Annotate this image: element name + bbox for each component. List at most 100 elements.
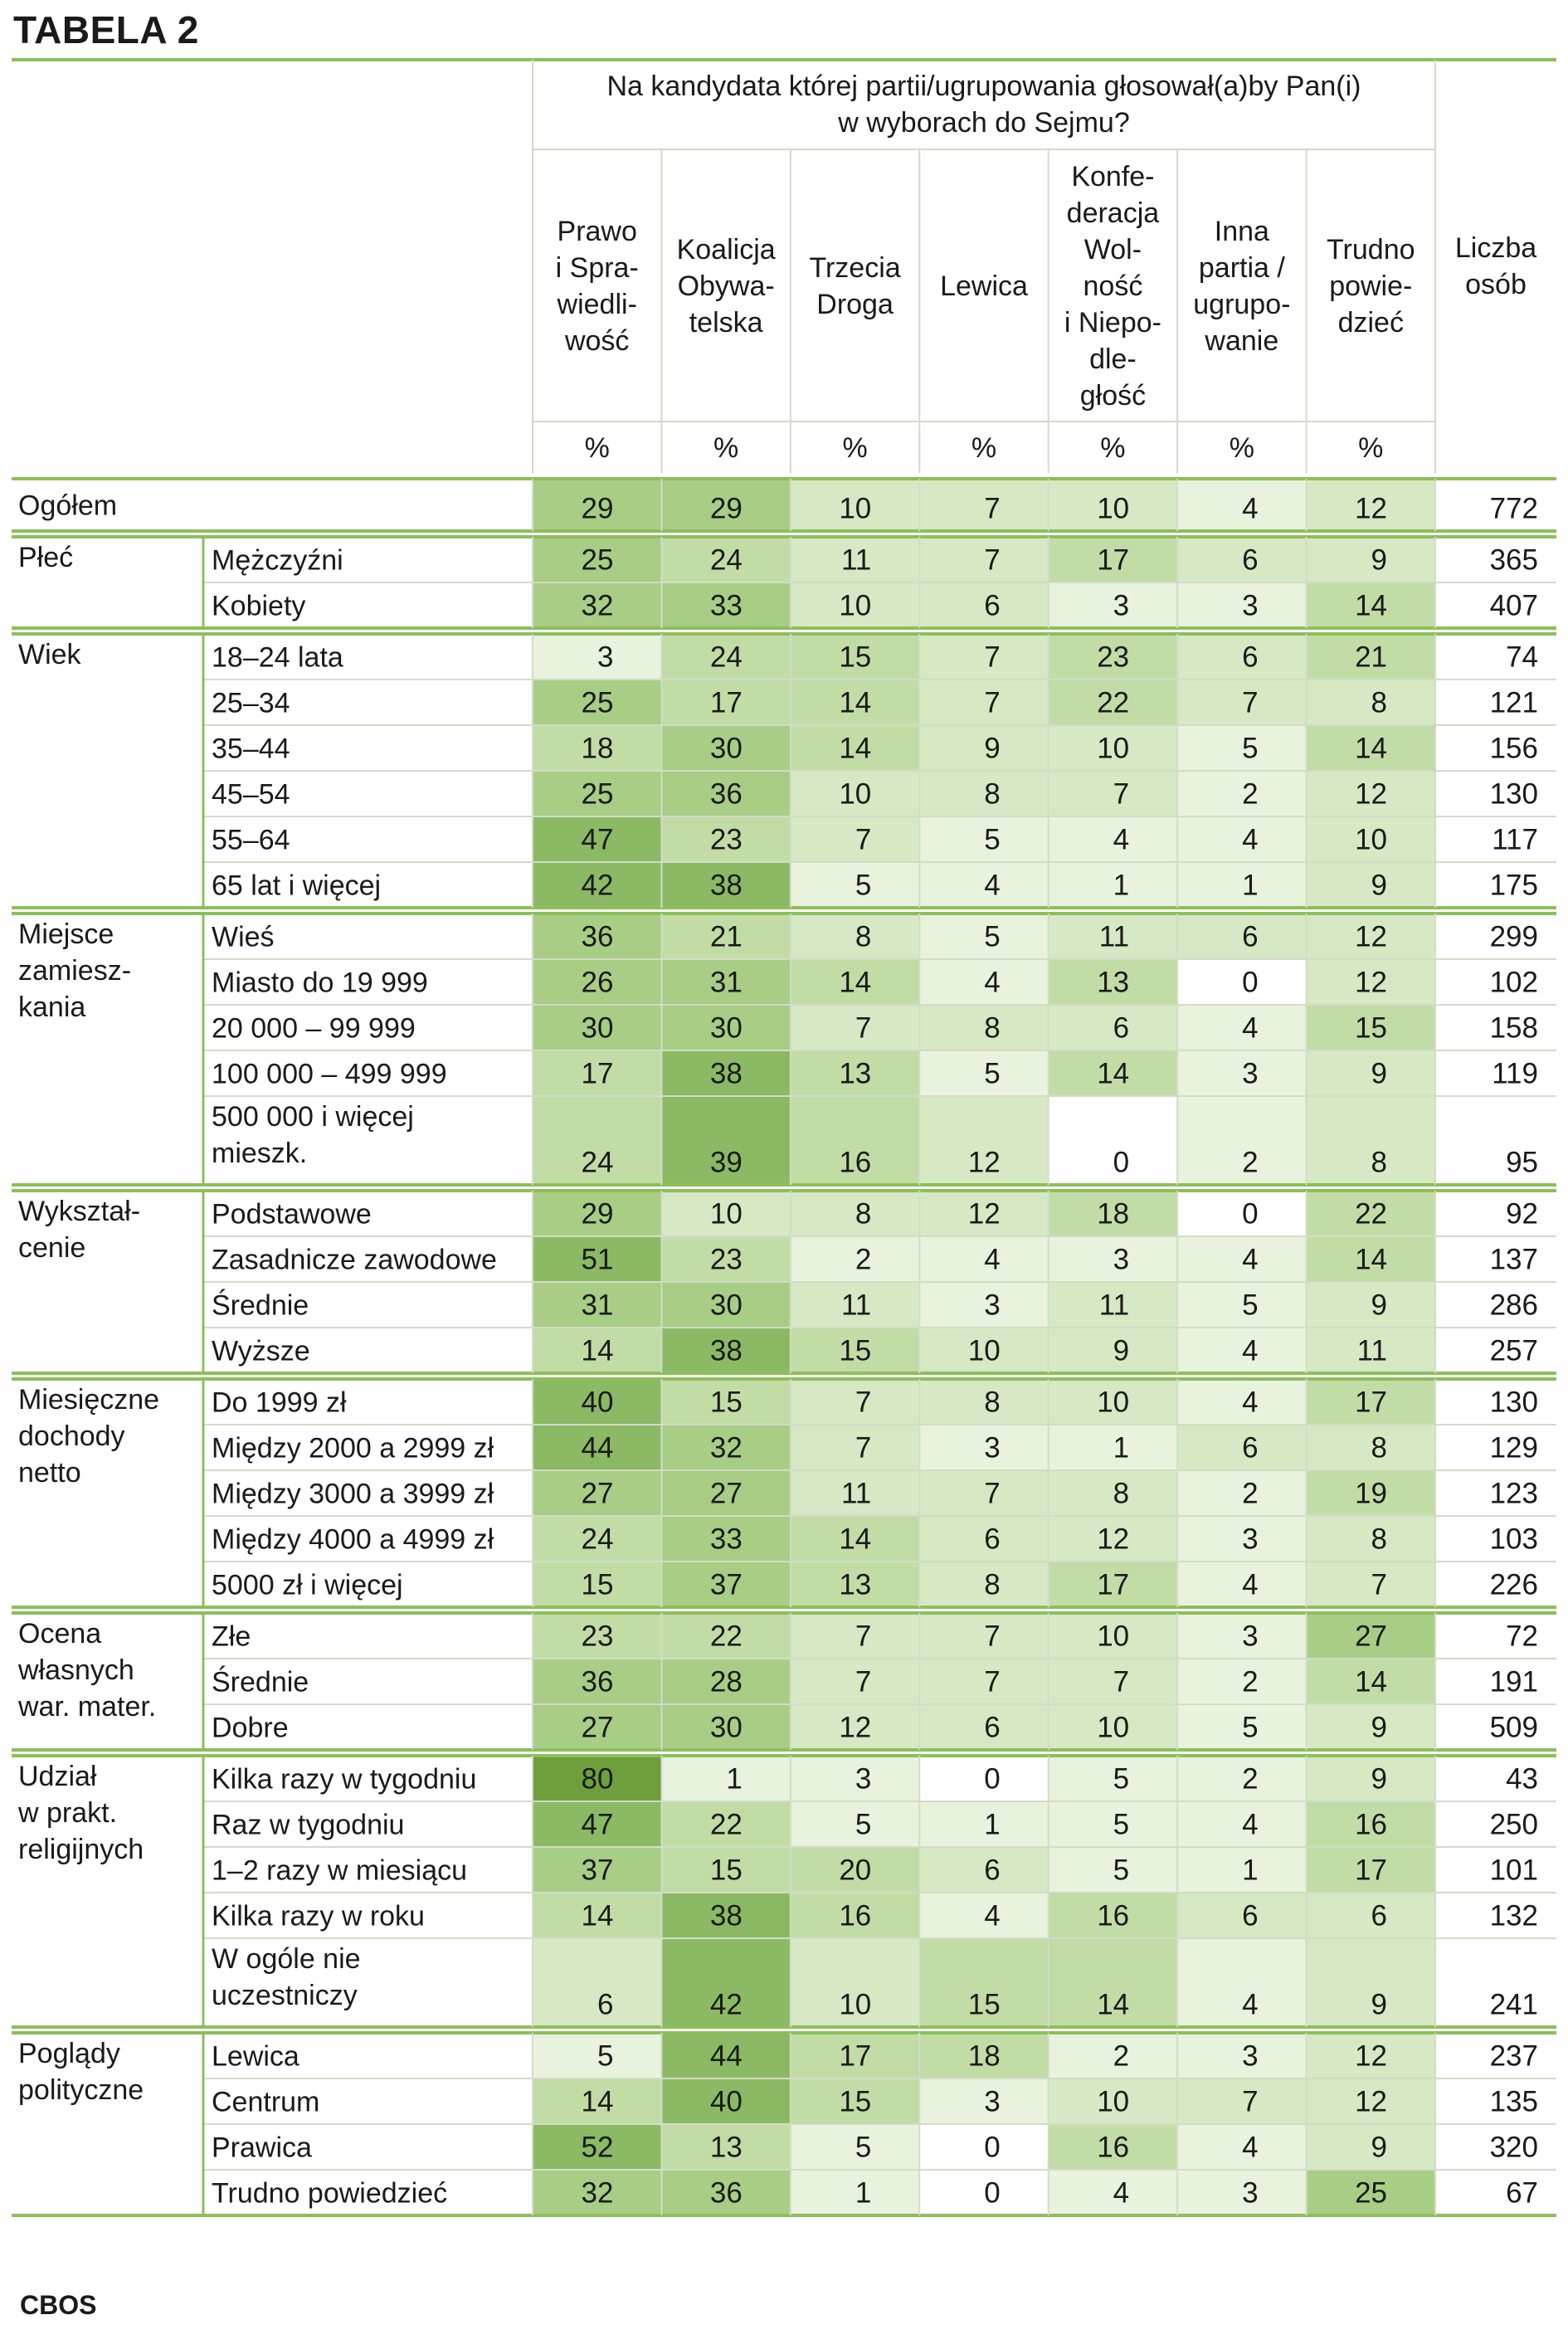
data-row-value: 32 (581, 2177, 613, 2210)
row-label: Trudno powiedzieć (212, 2178, 447, 2210)
data-row-value: 10 (1097, 1386, 1129, 1419)
data-row-value: 8 (1113, 1478, 1129, 1510)
cell-shade (661, 1562, 791, 1607)
data-row-value: 44 (710, 2040, 743, 2073)
data-row-value: 11 (841, 1478, 871, 1510)
data-row-value: 16 (1097, 2132, 1129, 2164)
row-label: 65 lat i więcej (212, 870, 381, 902)
data-row-value: 8 (984, 778, 1000, 811)
cell-shade (1177, 1613, 1307, 1659)
cell-shade (919, 1005, 1049, 1050)
data-row-value: 12 (968, 1147, 1001, 1179)
data-row-count: 320 (1490, 2132, 1538, 2164)
data-row-value: 8 (1371, 1147, 1387, 1179)
row-label: 35–44 (212, 733, 290, 765)
data-row-value: 6 (984, 1523, 1000, 1556)
data-row-value: 5 (855, 1809, 871, 1841)
data-row-count: 72 (1506, 1620, 1538, 1653)
group-label: war. mater. (17, 1691, 156, 1723)
cell-shade (1048, 1613, 1178, 1659)
data-row-value: 17 (1097, 1569, 1129, 1601)
party-column-header: Trzecia (809, 252, 900, 284)
cell-shade (1306, 1050, 1435, 1096)
cell-shade (1048, 2033, 1178, 2078)
cell-shade (1306, 1096, 1435, 1185)
data-row-value: 9 (1371, 544, 1387, 577)
data-row-value: 13 (839, 1058, 871, 1090)
data-row-value: 21 (1355, 641, 1387, 674)
data-row-value: 11 (1099, 1289, 1129, 1322)
row-label: Miasto do 19 999 (212, 967, 428, 999)
data-row-value: 14 (1355, 733, 1387, 765)
cell-shade (1048, 725, 1178, 771)
data-row-value: 7 (855, 1012, 871, 1045)
cell-shade (919, 537, 1049, 582)
data-row-value: 5 (1113, 1763, 1129, 1796)
cell-shade (790, 634, 920, 680)
data-row-value: 15 (1355, 1012, 1387, 1045)
row-label: Średnie (212, 1289, 309, 1322)
data-row-value: 14 (839, 733, 871, 765)
data-row-value: 16 (1097, 1900, 1129, 1932)
cell-shade (1048, 1847, 1178, 1893)
party-column-header: powie- (1329, 270, 1412, 302)
cell-shade (790, 1050, 920, 1096)
cell-shade (661, 2124, 791, 2170)
data-row-value: 5 (1113, 1854, 1129, 1887)
data-row-value: 9 (1371, 1763, 1387, 1796)
data-row-value: 14 (1097, 1058, 1129, 1090)
cell-shade (1048, 1096, 1178, 1185)
cell-shade (919, 1659, 1049, 1704)
cell-shade (1177, 1659, 1307, 1704)
data-row-value: 0 (984, 2132, 1000, 2164)
data-row-value: 7 (1242, 2086, 1258, 2118)
cell-shade (1048, 1562, 1178, 1607)
data-row-value: 7 (984, 544, 1000, 577)
question-text-line: w wyborach do Sejmu? (837, 107, 1130, 139)
data-row-value: 12 (839, 1712, 871, 1744)
data-row-value: 10 (710, 1198, 743, 1230)
cell-shade (790, 2078, 920, 2124)
data-row-value: 22 (710, 1809, 743, 1841)
cell-shade (661, 1801, 791, 1847)
cell-shade (661, 1096, 791, 1185)
cell-shade (919, 1516, 1049, 1562)
cell-shade (1306, 1236, 1435, 1282)
cell-shade (1177, 1379, 1307, 1425)
cell-shade (533, 2170, 662, 2215)
data-row-value: 22 (1355, 1198, 1387, 1230)
row-label: Wyższe (212, 1336, 310, 1367)
cell-shade (1177, 1096, 1307, 1185)
data-row-value: 38 (710, 1335, 743, 1367)
data-row-value: 21 (710, 921, 743, 953)
row-label: Podstawowe (212, 1199, 372, 1230)
data-row-value: 5 (984, 921, 1000, 953)
cell-shade (1048, 1282, 1178, 1328)
cell-shade (533, 1470, 662, 1516)
data-row-value: 12 (1355, 2086, 1387, 2118)
cell-shade (661, 1191, 791, 1236)
cell-shade (533, 680, 662, 725)
cell-shade (919, 862, 1049, 908)
cell-shade (1048, 1191, 1178, 1236)
data-row-value: 4 (1242, 1012, 1258, 1045)
data-row-value: 25 (581, 544, 613, 577)
data-row-count: 158 (1490, 1012, 1538, 1045)
row-label: Mężczyźni (212, 545, 343, 577)
data-row-value: 33 (710, 590, 743, 622)
data-row-value: 12 (1355, 2040, 1387, 2073)
cell-shade (919, 1328, 1049, 1373)
cell-shade (661, 537, 791, 582)
cell-shade (1048, 1470, 1178, 1516)
data-row-value: 4 (1113, 824, 1129, 856)
data-row-value: 23 (581, 1620, 613, 1653)
data-row-count: 130 (1490, 778, 1538, 811)
cell-shade (919, 1236, 1049, 1282)
cell-shade (1306, 1562, 1435, 1607)
question-text-line: Na kandydata której partii/ugrupowania g… (606, 71, 1361, 102)
row-label: Dobre (212, 1713, 289, 1744)
row-label: 18–24 lata (212, 642, 343, 674)
data-row-value: 3 (1242, 1058, 1258, 1090)
row-label: Do 1999 zł (212, 1387, 347, 1419)
data-row-value: 7 (984, 1666, 1000, 1698)
